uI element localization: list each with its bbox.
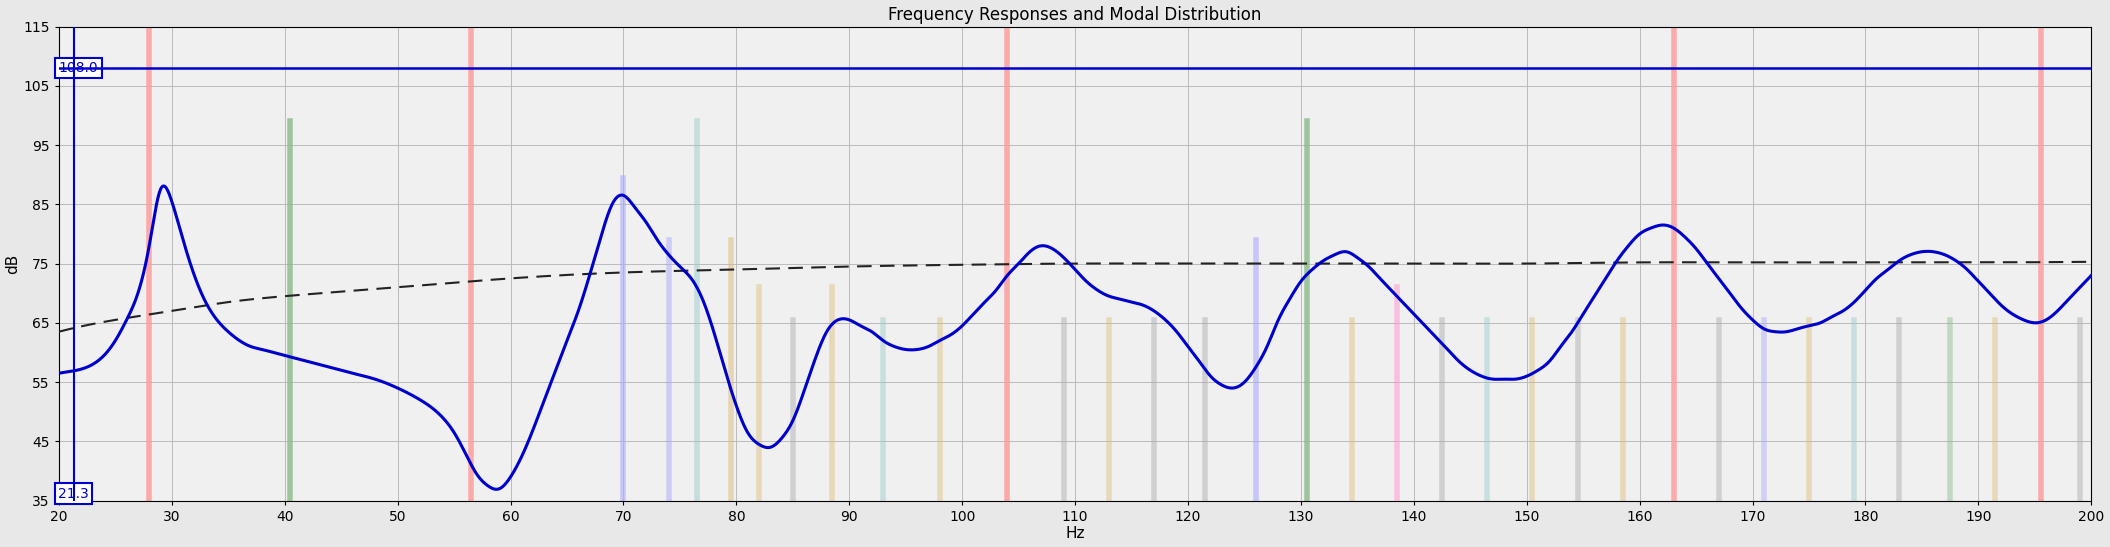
X-axis label: Hz: Hz	[1066, 526, 1085, 542]
Text: 21.3: 21.3	[59, 487, 89, 501]
Title: Frequency Responses and Modal Distribution: Frequency Responses and Modal Distributi…	[888, 5, 1262, 24]
Text: 108.0: 108.0	[59, 61, 99, 75]
Y-axis label: dB: dB	[6, 253, 21, 274]
